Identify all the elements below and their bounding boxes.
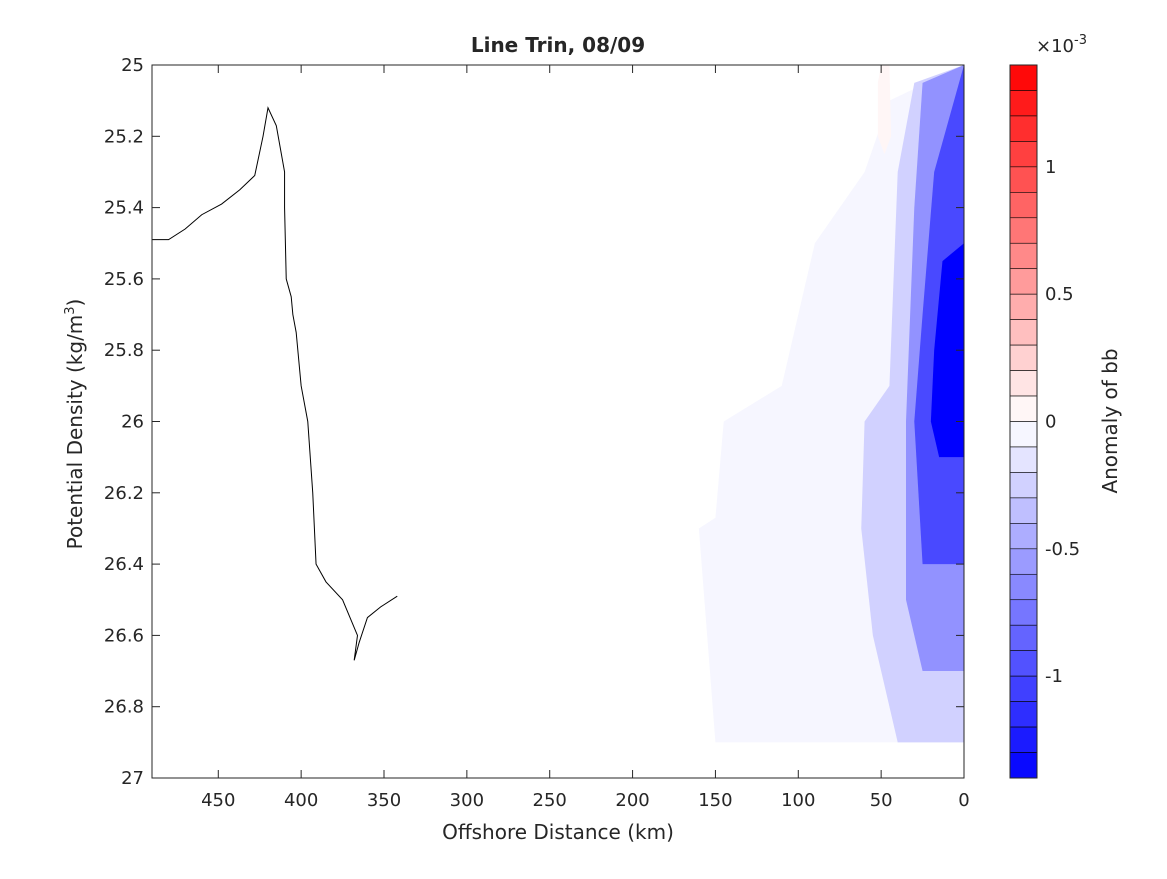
colorbar-segment-7 <box>1009 242 1038 270</box>
y-tick-label-25: 25 <box>121 55 144 76</box>
colorbar-exponent: ×10-3 <box>1036 33 1087 57</box>
colorbar-segment-5 <box>1009 192 1038 219</box>
x-tick-label-400: 400 <box>284 790 318 811</box>
x-tick-label-50: 50 <box>870 790 893 811</box>
colorbar-segment-15 <box>1009 446 1038 473</box>
colorbar-segment-2 <box>1009 115 1038 142</box>
colorbar-segments <box>1009 64 1038 779</box>
colorbar-segment-17 <box>1009 497 1038 524</box>
colorbar-segment-18 <box>1009 523 1038 550</box>
colorbar-tick-label-0: 0 <box>1045 412 1056 433</box>
y-tick-label-25.6: 25.6 <box>104 269 144 290</box>
colorbar-ticks: -1 -0.5 0 0.5 1 <box>1045 157 1080 687</box>
x-axis-label: Offshore Distance (km) <box>442 820 674 844</box>
fill-regions <box>698 65 964 743</box>
x-tick-label-450: 450 <box>201 790 235 811</box>
zero-contour-line-0 <box>152 106 398 661</box>
y-axis-label: Potential Density (kg/m3) <box>63 299 87 550</box>
colorbar-segment-25 <box>1009 701 1038 728</box>
y-axis: 25 25.2 25.4 25.6 25.8 26 26.2 26.4 26.6 26.8 27 <box>104 55 964 789</box>
colorbar-segment-21 <box>1009 599 1038 626</box>
x-tick-label-200: 200 <box>615 790 649 811</box>
colorbar-label: Anomaly of bb <box>1098 348 1122 493</box>
x-tick-label-350: 350 <box>367 790 401 811</box>
colorbar-segment-22 <box>1009 624 1038 651</box>
colorbar-segment-14 <box>1009 421 1038 448</box>
colorbar-segment-9 <box>1009 293 1038 320</box>
positive-fill-region-0 <box>877 65 892 155</box>
colorbar-frame <box>1009 64 1038 779</box>
colorbar-segment-12 <box>1009 370 1038 397</box>
y-axis-label-main: Potential Density (kg/m <box>63 315 87 550</box>
y-tick-label-27: 27 <box>121 768 144 789</box>
colorbar-segment-26 <box>1009 726 1038 753</box>
colorbar-tick-label-1: 1 <box>1045 157 1056 178</box>
colorbar-segment-19 <box>1009 548 1038 575</box>
colorbar-exponent-power: -3 <box>1074 33 1087 48</box>
y-tick-label-25.8: 25.8 <box>104 340 144 361</box>
colorbar-segment-1 <box>1009 90 1038 117</box>
x-tick-label-100: 100 <box>781 790 815 811</box>
colorbar-tick-label--1: -1 <box>1045 666 1063 687</box>
x-tick-label-250: 250 <box>533 790 567 811</box>
colorbar: -1 -0.5 0 0.5 1 ×10-3 Anomaly of bb <box>1009 33 1122 779</box>
colorbar-segment-6 <box>1009 217 1038 244</box>
negative-fill-region-4 <box>930 243 964 458</box>
x-axis: 450 400 350 300 250 200 150 100 50 0 <box>201 65 970 811</box>
contour-lines <box>152 106 398 661</box>
colorbar-segment-11 <box>1009 344 1038 371</box>
colorbar-tick-label--0.5: -0.5 <box>1045 539 1080 560</box>
colorbar-segment-16 <box>1009 472 1038 499</box>
y-tick-label-26: 26 <box>121 412 144 433</box>
colorbar-exponent-base: ×10 <box>1036 36 1074 57</box>
colorbar-segment-8 <box>1009 268 1038 295</box>
y-tick-label-26.2: 26.2 <box>104 483 144 504</box>
y-axis-label-end: ) <box>63 299 87 307</box>
colorbar-segment-20 <box>1009 573 1038 601</box>
colorbar-segment-13 <box>1009 395 1038 422</box>
colorbar-segment-4 <box>1009 166 1038 193</box>
plot-area: 450 400 350 300 250 200 150 100 50 0 2525.225.425… <box>104 55 970 811</box>
colorbar-segment-23 <box>1009 650 1038 677</box>
y-tick-label-26.8: 26.8 <box>104 697 144 718</box>
y-tick-label-25.2: 25.2 <box>104 126 144 147</box>
y-axis-label-sup: 3 <box>63 306 78 314</box>
x-tick-label-150: 150 <box>698 790 732 811</box>
colorbar-segment-10 <box>1009 319 1038 346</box>
colorbar-segment-27 <box>1009 752 1038 779</box>
colorbar-segment-24 <box>1009 675 1038 702</box>
colorbar-tick-label-0.5: 0.5 <box>1045 284 1074 305</box>
chart-title: Line Trin, 08/09 <box>471 33 645 57</box>
x-tick-label-0: 0 <box>958 790 969 811</box>
colorbar-segment-0 <box>1009 64 1038 91</box>
colorbar-segment-3 <box>1009 141 1038 168</box>
y-tick-label-25.4: 25.4 <box>104 198 144 219</box>
y-tick-label-26.6: 26.6 <box>104 625 144 646</box>
y-tick-label-26.4: 26.4 <box>104 554 144 575</box>
x-tick-label-300: 300 <box>450 790 484 811</box>
